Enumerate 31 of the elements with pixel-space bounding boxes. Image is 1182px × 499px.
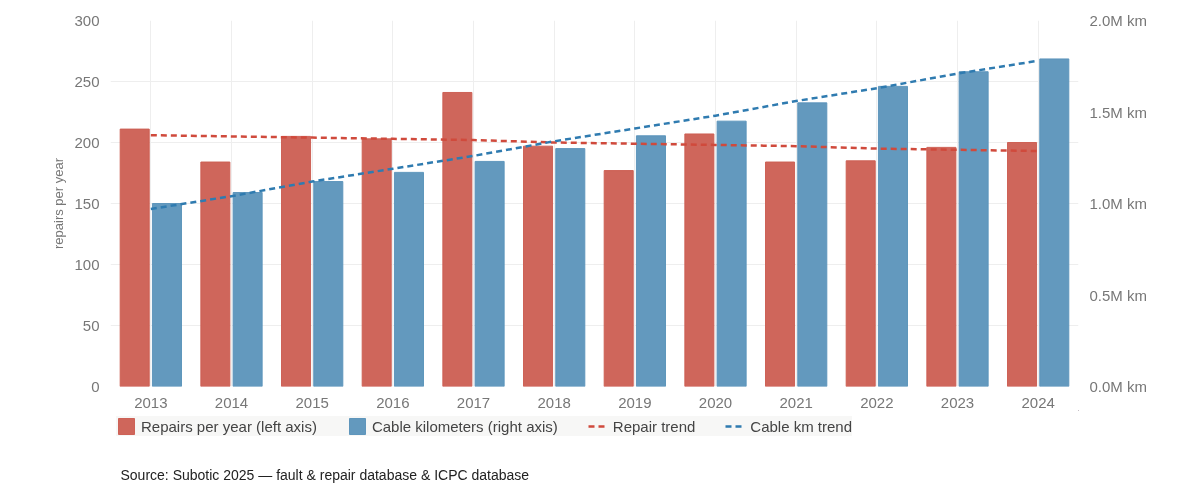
legend-label: Repairs per year (left axis) bbox=[141, 417, 317, 435]
x-tick-label: 2020 bbox=[698, 393, 733, 411]
x-tick-label: 2015 bbox=[295, 393, 329, 411]
x-tick-label: 2016 bbox=[376, 393, 410, 411]
y-tick-label: 200 bbox=[74, 133, 100, 151]
y-tick-label: 150 bbox=[74, 194, 100, 212]
y-tick-label: 0 bbox=[91, 377, 100, 395]
legend-label: Cable kilometers (right axis) bbox=[371, 417, 558, 435]
source-note: Source: Subotic 2025 — fault & repair database & ICPC database bbox=[120, 466, 530, 483]
x-tick-label: 2023 bbox=[940, 393, 975, 411]
y-tick-label: 250 bbox=[74, 72, 100, 90]
y2-tick-label: 0.0M km bbox=[1089, 378, 1148, 395]
y-tick-label: 300 bbox=[74, 11, 100, 29]
x-tick-label: 2022 bbox=[860, 393, 894, 411]
y2-tick-label: 2.0M km bbox=[1089, 12, 1148, 29]
line-series bbox=[149, 133, 1040, 153]
y2-tick-label: 1.0M km bbox=[1089, 195, 1148, 212]
x-tick-label: 2019 bbox=[618, 393, 652, 411]
x-tick-label: 2013 bbox=[134, 393, 168, 411]
legend-label: Cable km trend bbox=[750, 417, 853, 435]
x-tick-label: 2021 bbox=[779, 393, 813, 411]
y2-tick-label: 1.5M km bbox=[1089, 103, 1148, 121]
legend-label: Repair trend bbox=[612, 417, 696, 435]
x-tick-label: 2014 bbox=[214, 393, 249, 411]
x-tick-label: 2024 bbox=[1021, 393, 1055, 411]
y2-tick-label: 0.5M km bbox=[1089, 286, 1148, 304]
x-tick-label: 2018 bbox=[537, 393, 571, 411]
x-tick-label: 2017 bbox=[456, 393, 491, 411]
y-tick-label: 50 bbox=[82, 316, 100, 334]
y-tick-label: 100 bbox=[74, 255, 100, 273]
y-axis-title: repairs per year bbox=[51, 157, 67, 250]
